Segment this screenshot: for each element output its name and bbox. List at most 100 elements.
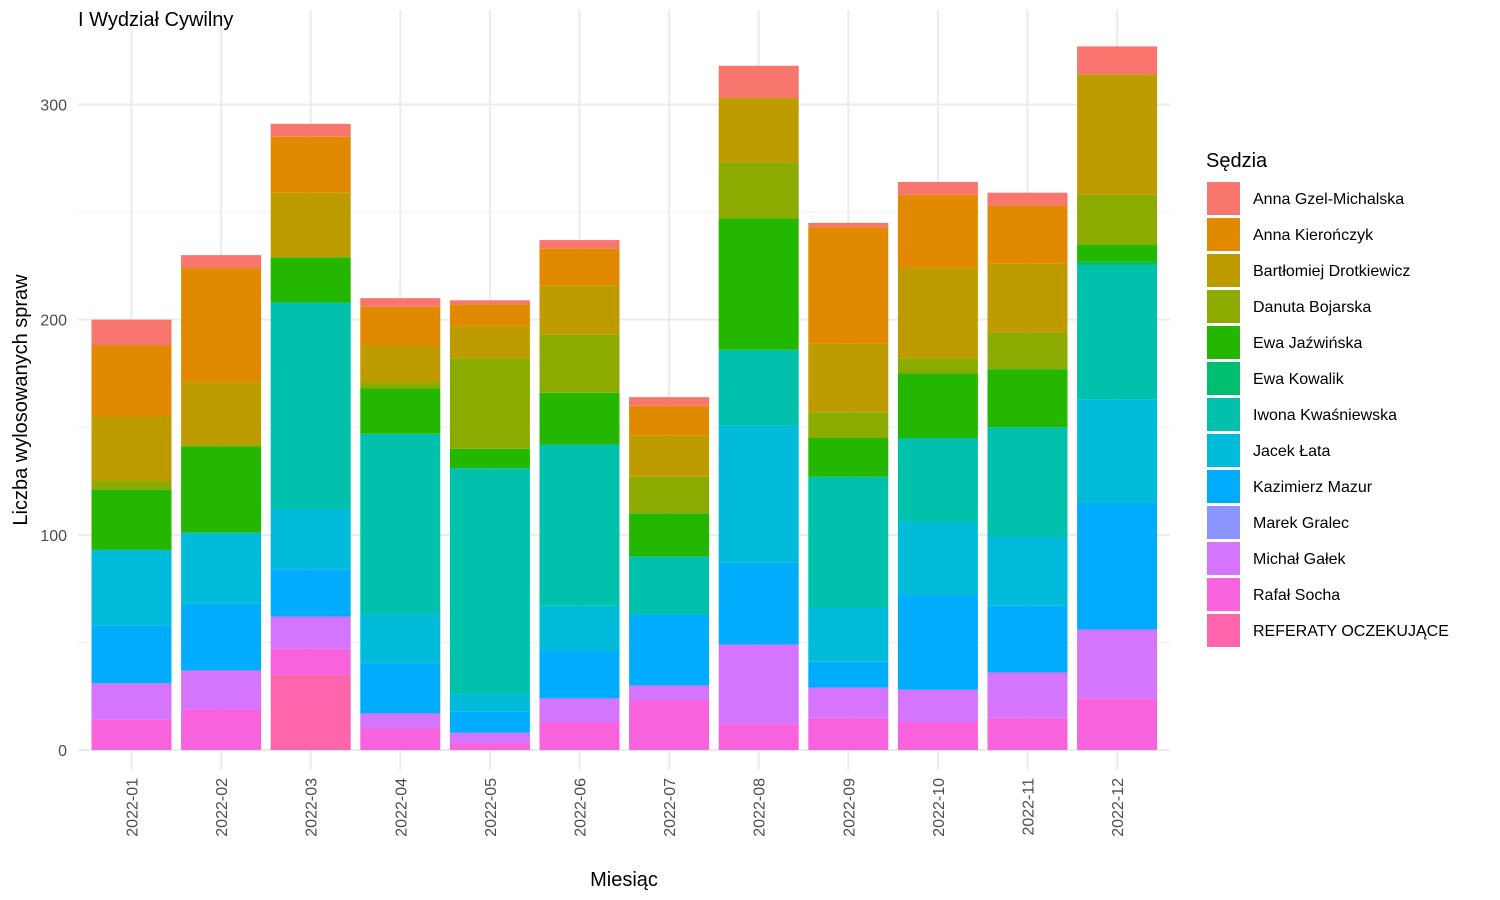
legend-swatch [1207, 362, 1240, 395]
legend-swatch [1207, 470, 1240, 503]
x-tick-label: 2022-12 [1110, 778, 1127, 837]
legend-swatch [1207, 398, 1240, 431]
bar-segment [181, 382, 262, 445]
x-axis-title: Miesiąc [590, 869, 658, 891]
bar-segment [270, 257, 351, 303]
bar-segment [539, 392, 620, 445]
bar-segment [270, 192, 351, 258]
bar-segment [449, 711, 530, 733]
legend-label: Marek Gralec [1253, 515, 1349, 532]
bar-segment [1077, 194, 1158, 245]
legend-swatch [1207, 434, 1240, 467]
bar-segment [360, 728, 441, 750]
bar-segment [270, 302, 351, 510]
bar-segment [360, 345, 441, 383]
bar-segment [897, 194, 978, 269]
x-tick-labels: 2022-01 2022-02 2022-03 2022-04 2022-05 2022-… [125, 778, 1128, 837]
bar-segment [897, 438, 978, 522]
bar-segment [987, 717, 1068, 750]
bar-segment [1077, 261, 1158, 266]
bar-segment [91, 683, 172, 720]
legend-label: Anna Gzel-Michalska [1253, 191, 1404, 208]
bar-segment [718, 349, 799, 426]
bar-segment [360, 382, 441, 389]
bar-segment [808, 438, 889, 477]
bar-segment [718, 65, 799, 99]
bar-segment [987, 427, 1068, 537]
x-tick-label: 2022-11 [1021, 778, 1038, 836]
bar-segment [718, 218, 799, 350]
legend-label: Jacek Łata [1253, 443, 1330, 460]
bar-segment [449, 326, 530, 359]
bar-segment [808, 687, 889, 718]
bar-segment [181, 709, 262, 750]
bar-segment [718, 98, 799, 163]
bar-segment [360, 298, 441, 307]
bar-segment [181, 255, 262, 269]
y-tick-label: 200 [40, 313, 67, 330]
x-tick-label: 2022-05 [483, 778, 500, 837]
bar-segment [897, 595, 978, 690]
bar-segment [360, 306, 441, 346]
bar-segment [1077, 698, 1158, 750]
bar-segment [449, 732, 530, 744]
bar-segment [987, 332, 1068, 370]
bar-segment [987, 605, 1068, 673]
bar-segment [539, 444, 620, 606]
bar-segment [987, 536, 1068, 606]
bar-segment [718, 644, 799, 725]
bar-segment [449, 358, 530, 449]
bar-segment [987, 369, 1068, 428]
bar-segment [629, 405, 710, 436]
bar-segment [808, 607, 889, 662]
bar-segment [360, 713, 441, 729]
bar-segment [1077, 399, 1158, 503]
bar-segment [1077, 629, 1158, 699]
bar-segment [629, 397, 710, 406]
bar-segment [181, 444, 262, 447]
bar-segment [539, 334, 620, 393]
bar-segment [270, 674, 351, 750]
bar-segment [629, 513, 710, 557]
bar-segment [539, 722, 620, 750]
bar-segment [91, 625, 172, 684]
bar-segment [897, 181, 978, 195]
bar-segment [897, 373, 978, 439]
bar-segment [270, 648, 351, 675]
x-tick-label: 2022-07 [662, 778, 679, 837]
legend-swatch [1207, 218, 1240, 251]
bar-segment [897, 689, 978, 723]
bar-segment [629, 556, 710, 615]
bar-segment [181, 268, 262, 383]
y-tick-label: 300 [40, 98, 67, 115]
bar-segment [539, 248, 620, 286]
bar-segment [91, 719, 172, 750]
bar-segment [91, 489, 172, 550]
bar-segment [360, 663, 441, 714]
bar-segment [270, 123, 351, 137]
bar-segment [91, 319, 172, 346]
legend-swatch [1207, 290, 1240, 323]
bar-segment [181, 532, 262, 604]
bar-segment [808, 343, 889, 413]
y-tick-labels: 0 100 200 300 [40, 98, 67, 761]
bar-segment [449, 448, 530, 469]
legend-swatch [1207, 254, 1240, 287]
bar-segment [808, 717, 889, 750]
legend-swatch [1207, 578, 1240, 611]
legend-label: Anna Kierończyk [1253, 227, 1374, 244]
x-tick-label: 2022-09 [841, 778, 858, 837]
bar-segment [629, 435, 710, 477]
bar-segment [449, 304, 530, 327]
y-tick-label: 0 [58, 743, 67, 760]
bar-segment [91, 481, 172, 490]
bar-segment [808, 227, 889, 344]
bar-segment [91, 416, 172, 482]
bar-segment [1077, 46, 1158, 75]
bar-segment [449, 468, 530, 695]
bars [91, 46, 1158, 750]
bar-segment [1077, 74, 1158, 195]
bar-segment [629, 685, 710, 701]
legend-swatch [1207, 182, 1240, 215]
bar-segment [360, 433, 441, 615]
